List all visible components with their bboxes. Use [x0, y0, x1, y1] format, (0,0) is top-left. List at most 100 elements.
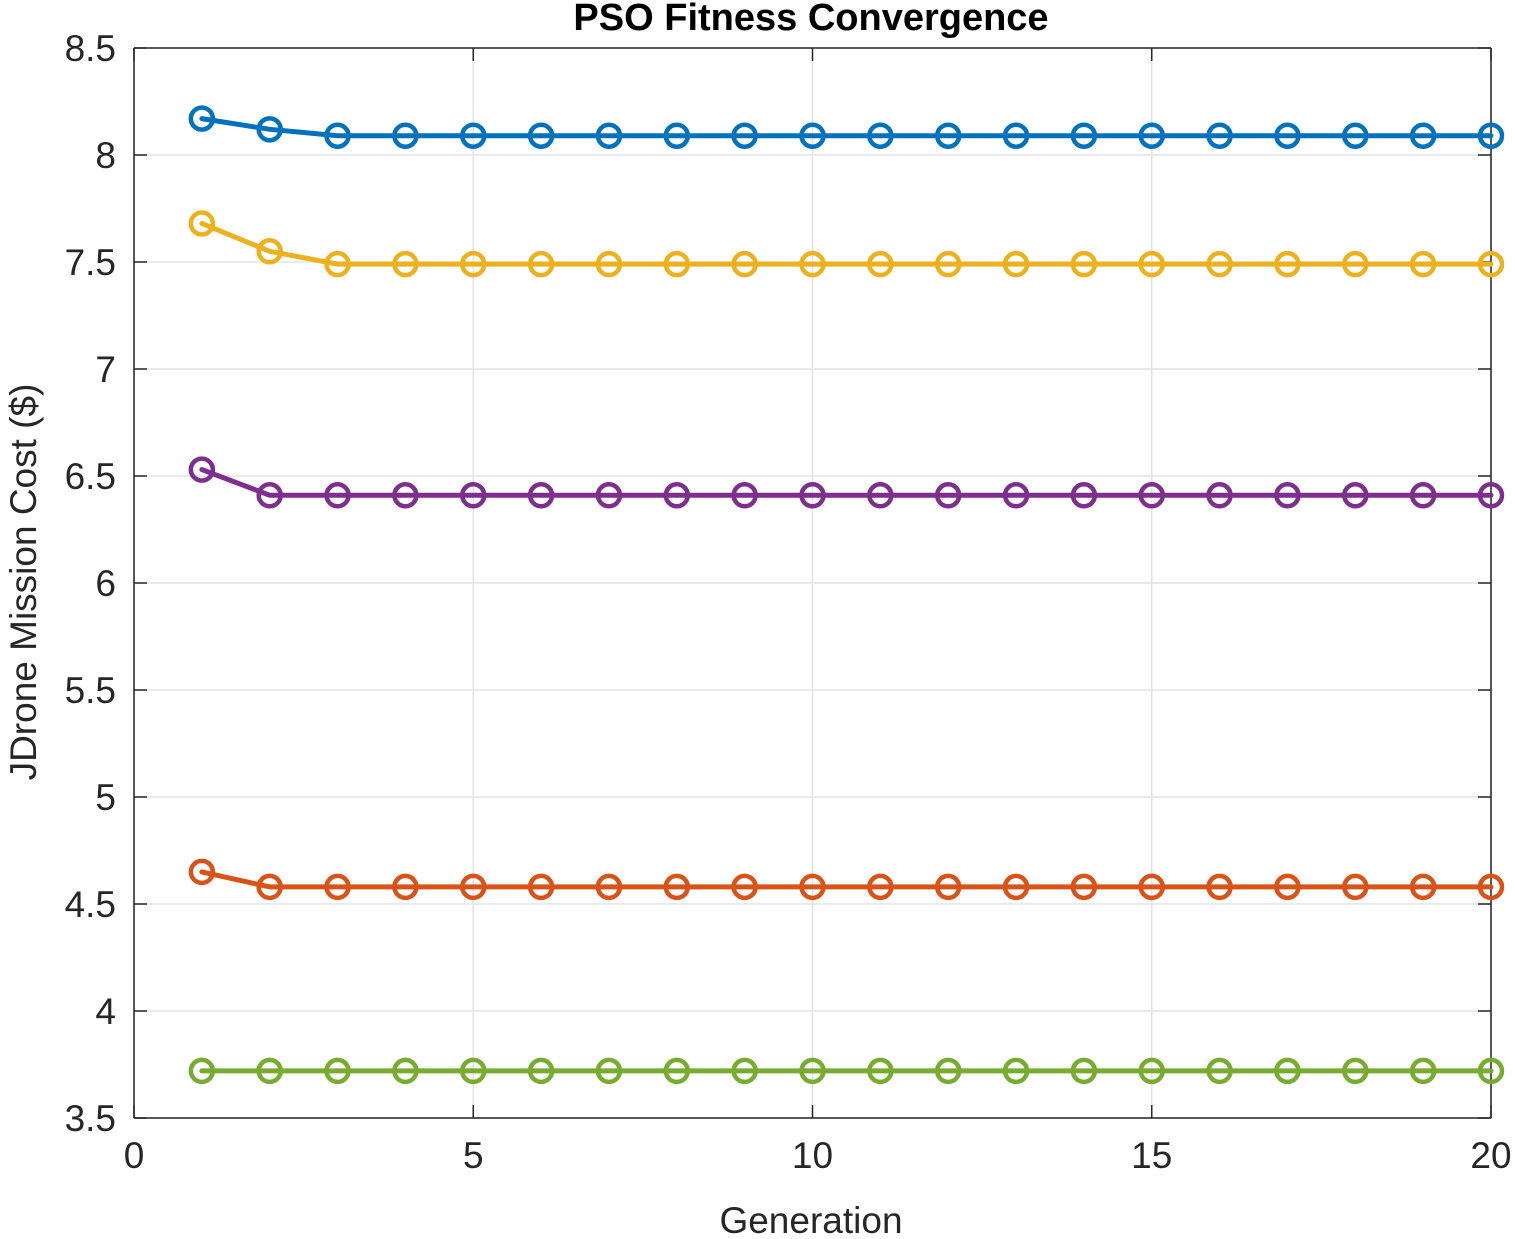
data-point-marker — [1206, 1057, 1233, 1085]
data-point-marker — [663, 250, 691, 278]
data-point-marker — [324, 873, 351, 901]
data-point-marker — [1477, 122, 1505, 149]
data-point-marker — [1206, 250, 1233, 278]
series-layer — [188, 105, 1505, 1085]
data-point-marker — [595, 250, 623, 278]
data-point-marker — [595, 482, 623, 509]
data-point-marker — [1342, 873, 1369, 901]
data-point-marker — [934, 122, 962, 149]
data-point-marker — [527, 873, 555, 901]
series-5 — [188, 1057, 1505, 1085]
data-point-marker — [527, 250, 555, 278]
data-point-marker — [1477, 873, 1505, 901]
data-point-marker — [392, 250, 419, 278]
data-point-marker — [1206, 873, 1233, 901]
data-point-marker — [867, 482, 894, 509]
data-point-marker — [1274, 873, 1301, 901]
data-point-marker — [460, 873, 487, 901]
y-tick-label: 6.5 — [65, 456, 116, 497]
data-point-marker — [934, 1057, 962, 1085]
data-point-marker — [392, 482, 419, 509]
data-point-marker — [799, 873, 826, 901]
data-point-marker — [1206, 482, 1233, 509]
data-point-marker — [1477, 482, 1505, 509]
data-point-marker — [663, 873, 691, 901]
data-point-marker — [1409, 122, 1437, 149]
data-point-marker — [1002, 250, 1030, 278]
data-point-marker — [1002, 122, 1030, 149]
data-point-marker — [1138, 1057, 1165, 1085]
data-point-marker — [527, 1057, 555, 1085]
data-point-marker — [1342, 482, 1369, 509]
data-point-marker — [799, 482, 826, 509]
data-point-marker — [527, 122, 555, 149]
data-point-marker — [188, 456, 216, 483]
x-axis-label: Generation — [719, 1200, 902, 1239]
data-point-marker — [1070, 482, 1098, 509]
data-point-marker — [934, 482, 962, 509]
y-tick-label: 4.5 — [65, 884, 116, 925]
data-point-marker — [324, 122, 351, 149]
data-point-marker — [934, 873, 962, 901]
data-point-marker — [1409, 482, 1437, 509]
data-point-marker — [1409, 1057, 1437, 1085]
y-tick-label: 5 — [95, 777, 116, 818]
tick-label-layer: 0 5 10 15 20 3.5 4 4.5 5 5.5 6 6.5 7 7.5 8 8.5 — [65, 28, 1512, 1176]
data-point-marker — [799, 122, 826, 149]
data-point-marker — [1002, 1057, 1030, 1085]
data-point-marker — [731, 482, 758, 509]
axes-layer — [133, 47, 1492, 1119]
series-1 — [188, 105, 1505, 149]
data-point-marker — [1477, 250, 1505, 278]
y-tick-label: 7.5 — [65, 242, 116, 283]
data-point-marker — [1002, 873, 1030, 901]
y-tick-label: 6 — [95, 563, 116, 604]
data-point-marker — [1070, 1057, 1098, 1085]
data-point-marker — [731, 122, 758, 149]
data-point-marker — [731, 873, 758, 901]
data-point-marker — [1274, 482, 1301, 509]
y-tick-label: 5.5 — [65, 670, 116, 711]
series-4 — [188, 456, 1505, 509]
data-point-marker — [460, 250, 487, 278]
data-point-marker — [867, 1057, 894, 1085]
y-tick-label: 7 — [95, 349, 116, 390]
data-point-marker — [1138, 122, 1165, 149]
data-point-marker — [1138, 250, 1165, 278]
data-point-marker — [188, 210, 216, 237]
data-point-marker — [799, 250, 826, 278]
data-point-marker — [731, 250, 758, 278]
grid-layer — [133, 47, 1492, 1119]
data-point-marker — [663, 122, 691, 149]
data-point-marker — [595, 122, 623, 149]
x-tick-label: 20 — [1470, 1135, 1511, 1176]
data-point-marker — [188, 858, 216, 886]
data-point-marker — [324, 250, 351, 278]
data-point-marker — [867, 250, 894, 278]
data-point-marker — [188, 1057, 216, 1085]
y-axis-label: JDrone Mission Cost ($) — [3, 384, 44, 781]
y-tick-label: 8 — [95, 135, 116, 176]
y-tick-label: 4 — [95, 991, 116, 1032]
data-point-marker — [1070, 873, 1098, 901]
data-point-marker — [256, 238, 283, 265]
data-point-marker — [1070, 250, 1098, 278]
data-point-marker — [324, 482, 351, 509]
y-tick-label: 8.5 — [65, 28, 116, 69]
data-point-marker — [527, 482, 555, 509]
data-point-marker — [188, 105, 216, 132]
data-point-marker — [460, 122, 487, 149]
data-point-marker — [324, 1057, 351, 1085]
data-point-marker — [256, 873, 283, 901]
data-point-marker — [799, 1057, 826, 1085]
data-point-marker — [460, 1057, 487, 1085]
data-point-marker — [460, 482, 487, 509]
x-tick-label: 0 — [124, 1135, 145, 1176]
data-point-marker — [1409, 250, 1437, 278]
data-point-marker — [1342, 122, 1369, 149]
data-point-marker — [256, 482, 283, 509]
data-point-marker — [1002, 482, 1030, 509]
data-point-marker — [1070, 122, 1098, 149]
